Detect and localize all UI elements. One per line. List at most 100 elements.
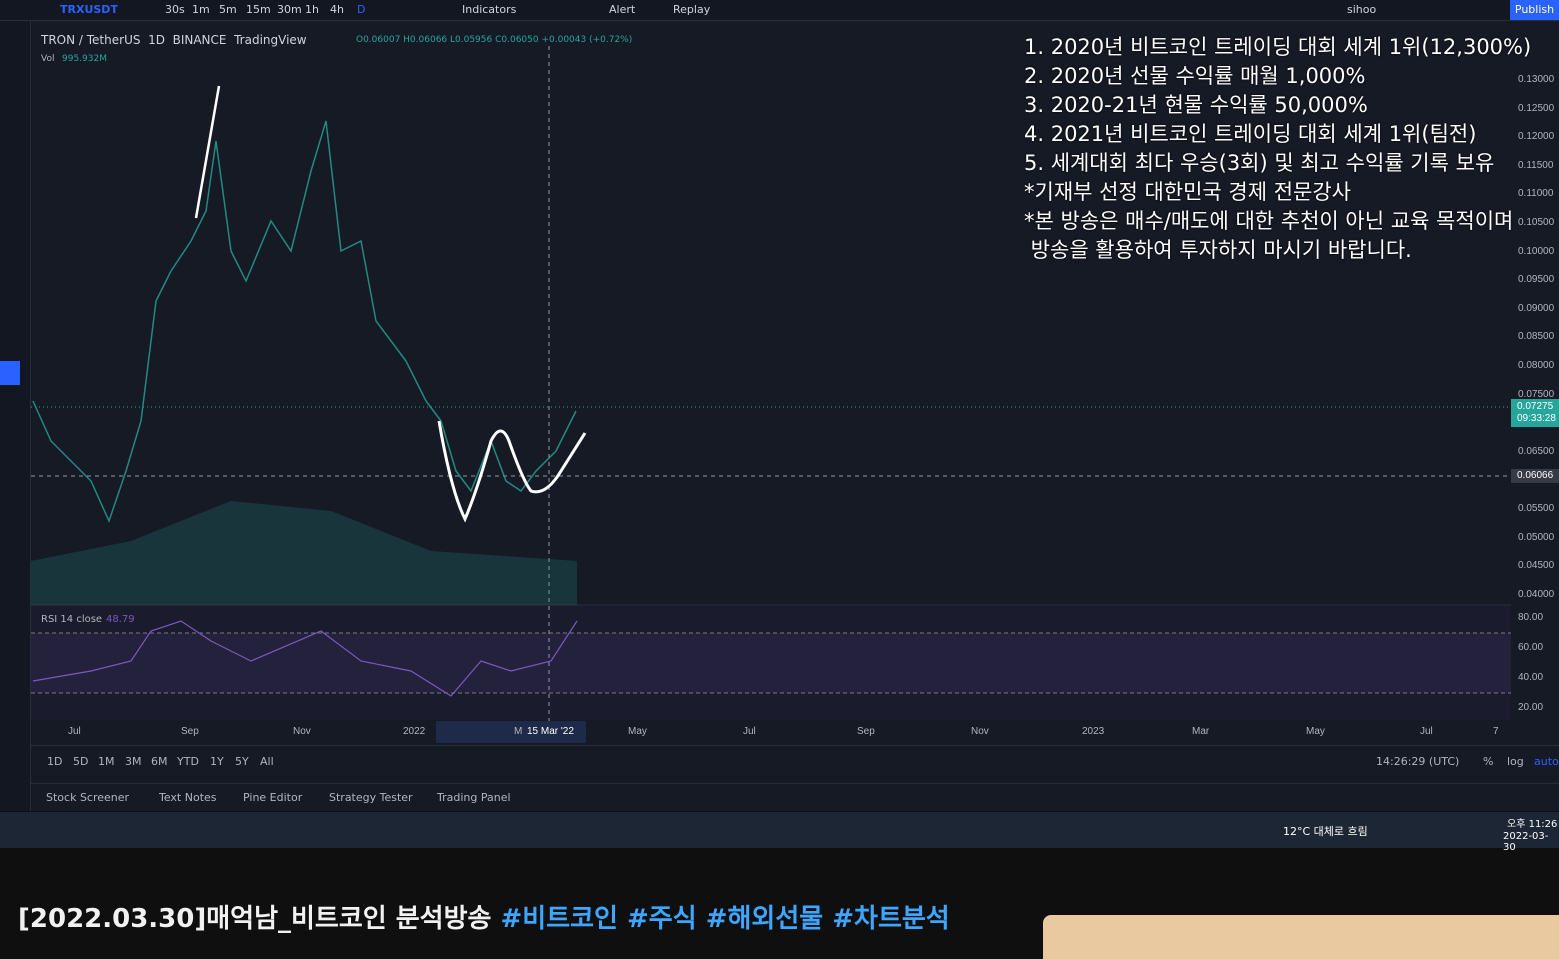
price-trace	[32, 120, 577, 524]
rsi-band	[31, 633, 1511, 693]
range-button[interactable]: YTD	[177, 755, 199, 768]
time-tick-label: 7	[1493, 726, 1499, 737]
scale-option[interactable]: %	[1483, 755, 1494, 768]
scale-option[interactable]: auto	[1534, 755, 1559, 768]
time-tick-label: Jul	[1420, 726, 1433, 737]
crosshair-price: 0.06066	[1517, 470, 1554, 481]
magnet-tool[interactable]	[0, 361, 20, 385]
price-tick-label: 0.09500	[1518, 274, 1555, 286]
range-button[interactable]: 6M	[151, 755, 168, 768]
panel-tab[interactable]: Strategy Tester	[329, 791, 413, 804]
time-tick-label: Nov	[293, 726, 311, 737]
symbol[interactable]: TRXUSDT	[60, 3, 118, 16]
hashtag[interactable]: #비트코인	[500, 904, 618, 934]
price-tick-label: 0.10000	[1518, 245, 1555, 257]
bottom-panel-tabs: Stock Screener Text Notes Pine Editor Strat…	[31, 783, 1559, 812]
price-tick-label: 0.05000	[1518, 531, 1555, 543]
overlay-line: 4. 2021년 비트코인 트레이딩 대회 세계 1위(팀전)	[1024, 122, 1477, 146]
chart-drawing	[31, 46, 1511, 721]
user[interactable]: sihoo	[1347, 3, 1377, 16]
overlay-line: 3. 2020-21년 현물 수익률 50,000%	[1024, 93, 1368, 117]
replay[interactable]: Replay	[673, 3, 711, 16]
overlay-text: 1. 2020년 비트코인 트레이딩 대회 세계 1위(12,300%) 2. 2…	[1024, 33, 1531, 265]
price-tick-label: 0.08000	[1518, 360, 1555, 371]
time-tick-label: 2023	[1082, 726, 1105, 737]
time-tick-label: 2022	[403, 726, 426, 737]
hashtag[interactable]: #해외선물	[705, 904, 824, 934]
price-tick-label: 0.11000	[1518, 188, 1554, 200]
interval[interactable]: 30s	[165, 3, 185, 16]
range-button[interactable]: 3M	[125, 755, 142, 768]
time-highlight	[436, 721, 586, 743]
price-tick-label: 0.05500	[1518, 503, 1555, 514]
ad-thumbnail[interactable]	[1043, 915, 1559, 959]
price-tick-label: 0.06500	[1518, 445, 1555, 457]
time-tick-label: Jul	[68, 726, 81, 737]
title-text: [2022.03.30]매억남_비트코인 분석방송	[18, 904, 492, 934]
indicators[interactable]: Indicators	[462, 3, 517, 16]
video-title: [2022.03.30]매억남_비트코인 분석방송 #비트코인 #주식 #해외선…	[18, 898, 950, 935]
range-button[interactable]: 5Y	[235, 755, 249, 768]
panel-tab[interactable]: Pine Editor	[243, 791, 303, 804]
range-button[interactable]: 1M	[98, 755, 115, 768]
range-button[interactable]: 5D	[73, 755, 89, 768]
price-tick-label: 0.12000	[1518, 131, 1555, 143]
range-button[interactable]: All	[260, 755, 274, 768]
time-tick-label: Mar	[1192, 726, 1210, 737]
time-tick-label: May	[628, 726, 647, 737]
interval[interactable]: 1h	[305, 3, 319, 16]
interval[interactable]: 15m	[246, 3, 271, 16]
price-tick-label: 0.11500	[1518, 159, 1554, 171]
alert[interactable]: Alert	[609, 3, 636, 16]
interval[interactable]: 4h	[330, 3, 344, 16]
range-bar: 1D 5D 1M 3M 6M YTD 1Y 5Y All 14:26:29 (UTC)% log au…	[31, 745, 1559, 776]
time-tick-label: M	[514, 726, 523, 737]
utc-clock: 14:26:29 (UTC)	[1376, 755, 1460, 768]
current-price-box: 0.07275 09:33:28	[1511, 399, 1559, 427]
price-tick-label: 0.09000	[1518, 302, 1555, 314]
time-tick-label: Sep	[181, 726, 199, 737]
rsi-label: RSI 14 close	[41, 614, 103, 625]
interval[interactable]: 5m	[219, 3, 237, 16]
rsi-tick-label: 80.00	[1518, 612, 1544, 623]
vol-label: Vol	[41, 54, 55, 64]
volume-area	[31, 501, 577, 605]
scale-option[interactable]: log	[1507, 755, 1524, 768]
rsi-tick-label: 60.00	[1518, 642, 1544, 653]
interval[interactable]: D	[357, 3, 366, 16]
rsi-tick-label: 40.00	[1518, 672, 1544, 683]
time-tick-label: Jul	[743, 726, 756, 737]
legend-ohlc: O0.06007 H0.06066 L0.05956 C0.06050 +0.0…	[356, 35, 633, 45]
countdown: 09:33:28	[1517, 413, 1556, 424]
clock-time: 오후 11:26	[1507, 819, 1558, 830]
panel-tab[interactable]: Trading Panel	[437, 791, 511, 804]
time-tick-label: May	[1306, 726, 1325, 737]
chart-area: TRON / TetherUS 1D BINANCE TradingView O…	[31, 21, 1559, 811]
price-tick-label: 0.12500	[1518, 102, 1555, 114]
crosshair-price-box: 0.06066	[1511, 469, 1559, 483]
interval[interactable]: 30m	[277, 3, 302, 16]
time-tick-label: Nov	[971, 726, 989, 737]
overlay-line: 1. 2020년 비트코인 트레이딩 대회 세계 1위(12,300%)	[1024, 35, 1532, 59]
hashtag[interactable]: #차트분석	[832, 904, 950, 934]
panel-tab[interactable]: Text Notes	[159, 791, 217, 804]
overlay-line: *기재부 선정 대한민국 경제 전문강사	[1024, 180, 1351, 204]
overlay-line: 5. 세계대회 최다 우승(3회) 및 최고 수익률 기록 보유	[1024, 151, 1495, 175]
time-tick-label: 15 Mar '22	[527, 726, 574, 737]
top-toolbar: TRXUSDT Indicators Alert Replay sihoo Pu…	[0, 0, 1559, 21]
clock-date: 2022-03-30	[1503, 831, 1549, 853]
range-button[interactable]: 1D	[47, 755, 63, 768]
publish-button[interactable]: Publish	[1510, 0, 1559, 20]
hashtag[interactable]: #주식	[627, 904, 697, 934]
interval[interactable]: 1m	[192, 3, 210, 16]
price-tick-label: 0.07500	[1518, 388, 1555, 400]
hand-drawn-w	[437, 420, 587, 523]
overlay-line: *본 방송은 매수/매도에 대한 추천이 아닌 교육 목적이며	[1024, 209, 1514, 233]
taskbar: 12°C 대체로 흐림 오후 11:26 2022-03-30	[0, 812, 1559, 853]
panel-tab[interactable]: Stock Screener	[46, 791, 130, 804]
price-tick-label: 0.04500	[1518, 560, 1555, 572]
range-button[interactable]: 1Y	[210, 755, 224, 768]
weather: 12°C 대체로 흐림	[1283, 825, 1368, 838]
overlay-line: 방송을 활용하여 투자하지 마시기 바랍니다.	[1024, 238, 1412, 262]
price-tick-label: 0.04000	[1518, 588, 1555, 600]
